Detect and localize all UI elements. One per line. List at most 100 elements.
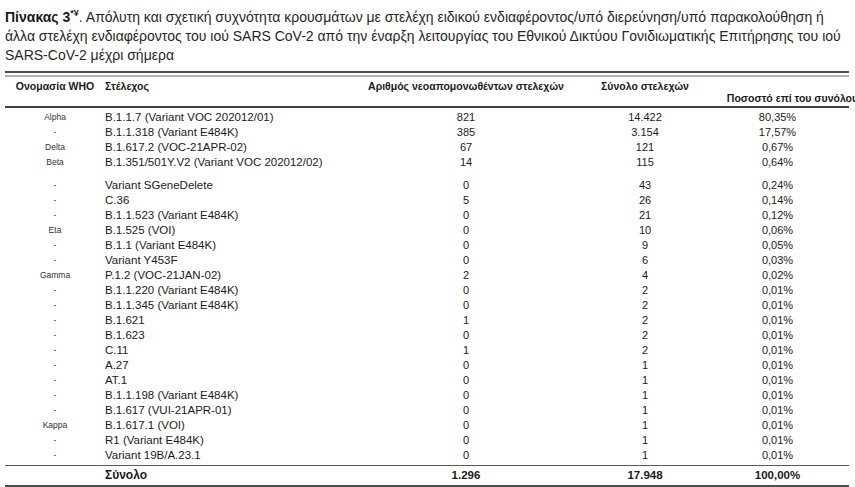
table-row: - B.1.1.345 (Variant E484K) 0 2 0,01%: [5, 298, 849, 313]
cell-strain: C.36: [105, 193, 367, 208]
cell-new-isolates: 67: [367, 140, 565, 155]
total-cell-empty: [5, 466, 105, 485]
cell-who: -: [5, 178, 105, 193]
cell-who: Delta: [5, 140, 105, 155]
cell-who: -: [5, 388, 105, 403]
cell-strain: B.1.1.345 (Variant E484K): [105, 298, 367, 313]
cell-who: -: [5, 313, 105, 328]
cell-strain: Variant 19B/A.23.1: [105, 448, 367, 463]
table-row: - B.1.1.220 (Variant E484K) 0 2 0,01%: [5, 283, 849, 298]
cell-who: -: [5, 125, 105, 140]
cell-strain: C.11: [105, 343, 367, 358]
cell-total-strains: 1: [565, 388, 725, 403]
caption-superscript: *¥: [70, 8, 79, 18]
cell-who: -: [5, 208, 105, 223]
cell-strain: Variant Y453F: [105, 253, 367, 268]
cell-total-strains: 1: [565, 358, 725, 373]
cell-total-strains: 6: [565, 253, 725, 268]
cell-percent: 0,02%: [725, 268, 855, 283]
cell-percent: 0,01%: [725, 283, 855, 298]
cell-who: -: [5, 298, 105, 313]
cell-new-isolates: 0: [367, 223, 565, 238]
cell-new-isolates: 0: [367, 298, 565, 313]
total-new-isolates: 1.296: [367, 466, 565, 485]
cell-total-strains: 1: [565, 433, 725, 448]
cell-percent: 0,67%: [725, 140, 855, 155]
cell-who: Kappa: [5, 418, 105, 433]
table-row: - C.36 5 26 0,14%: [5, 193, 849, 208]
cell-percent: 0,12%: [725, 208, 855, 223]
cell-who: Gamma: [5, 268, 105, 283]
cell-strain: AT.1: [105, 373, 367, 388]
table-row: - B.1.1.198 (Variant E484K) 0 1 0,01%: [5, 388, 849, 403]
cell-new-isolates: 0: [367, 358, 565, 373]
cell-percent: 0,01%: [725, 433, 855, 448]
cell-new-isolates: 2: [367, 268, 565, 283]
cell-who: Alpha: [5, 110, 105, 125]
cell-strain: B.1.617 (VUI-21APR-01): [105, 403, 367, 418]
table-row: - A.27 0 1 0,01%: [5, 358, 849, 373]
cell-percent: 0,01%: [725, 298, 855, 313]
header-strain: Στέλεχος: [105, 80, 367, 92]
cell-total-strains: 115: [565, 155, 725, 170]
table-total-row: Σύνολο 1.296 17.948 100,00%: [5, 465, 849, 485]
cell-percent: 0,01%: [725, 343, 855, 358]
cell-who: -: [5, 448, 105, 463]
cell-who: Beta: [5, 155, 105, 170]
cell-new-isolates: 0: [367, 448, 565, 463]
cell-total-strains: 2: [565, 298, 725, 313]
cell-total-strains: 1: [565, 448, 725, 463]
cell-new-isolates: 0: [367, 208, 565, 223]
total-label: Σύνολο: [105, 466, 367, 485]
cell-strain: B.1.1.523 (Variant E484K): [105, 208, 367, 223]
table-row: Alpha B.1.1.7 (Variant VOC 202012/01) 82…: [5, 110, 849, 125]
table-row: - R1 (Variant E484K) 0 1 0,01%: [5, 433, 849, 448]
table-row: - B.1.617 (VUI-21APR-01) 0 1 0,01%: [5, 403, 849, 418]
cell-total-strains: 2: [565, 328, 725, 343]
cell-percent: 80,35%: [725, 110, 855, 125]
cell-strain: B.1.617.2 (VOC-21APR-02): [105, 140, 367, 155]
cell-percent: 0,06%: [725, 223, 855, 238]
table-row: - Variant 19B/A.23.1 0 1 0,01%: [5, 448, 849, 463]
cell-new-isolates: 0: [367, 373, 565, 388]
cell-new-isolates: 0: [367, 178, 565, 193]
cell-strain: B.1.1.198 (Variant E484K): [105, 388, 367, 403]
cell-total-strains: 26: [565, 193, 725, 208]
cell-strain: B.1.1.220 (Variant E484K): [105, 283, 367, 298]
cell-who: -: [5, 253, 105, 268]
cell-percent: 17,57%: [725, 125, 855, 140]
cell-new-isolates: 0: [367, 283, 565, 298]
cell-who: -: [5, 283, 105, 298]
cell-new-isolates: 0: [367, 418, 565, 433]
cell-who: -: [5, 238, 105, 253]
cell-percent: 0,01%: [725, 313, 855, 328]
cell-total-strains: 1: [565, 403, 725, 418]
cell-new-isolates: 0: [367, 328, 565, 343]
cell-total-strains: 4: [565, 268, 725, 283]
cell-strain: P.1.2 (VOC-21JAN-02): [105, 268, 367, 283]
table-row: - C.11 1 2 0,01%: [5, 343, 849, 358]
cell-new-isolates: 14: [367, 155, 565, 170]
cell-who: -: [5, 193, 105, 208]
cell-percent: 0,01%: [725, 448, 855, 463]
cell-new-isolates: 0: [367, 253, 565, 268]
cell-strain: R1 (Variant E484K): [105, 433, 367, 448]
variants-table: Ονομασία WHO Στέλεχος Αριθμός νεοαπομονω…: [5, 77, 849, 487]
cell-who: -: [5, 433, 105, 448]
cell-strain: B.1.1.7 (Variant VOC 202012/01): [105, 110, 367, 125]
table-caption: Πίνακας 3*¥. Απόλυτη και σχετική συχνότη…: [5, 4, 849, 65]
table-row: Beta B.1.351/501Y.V2 (Variant VOC 202012…: [5, 155, 849, 170]
cell-total-strains: 121: [565, 140, 725, 155]
cell-new-isolates: 0: [367, 388, 565, 403]
cell-total-strains: 14.422: [565, 110, 725, 125]
table-row: - B.1.1.318 (Variant E484K) 385 3.154 17…: [5, 125, 849, 140]
cell-total-strains: 2: [565, 343, 725, 358]
cell-new-isolates: 5: [367, 193, 565, 208]
table-row: - B.1.623 0 2 0,01%: [5, 328, 849, 343]
cell-total-strains: 43: [565, 178, 725, 193]
cell-who: -: [5, 328, 105, 343]
cell-total-strains: 2: [565, 283, 725, 298]
header-total-strains: Σύνολο στελεχών: [565, 80, 725, 92]
cell-who: -: [5, 403, 105, 418]
table-row: - Variant Y453F 0 6 0,03%: [5, 253, 849, 268]
